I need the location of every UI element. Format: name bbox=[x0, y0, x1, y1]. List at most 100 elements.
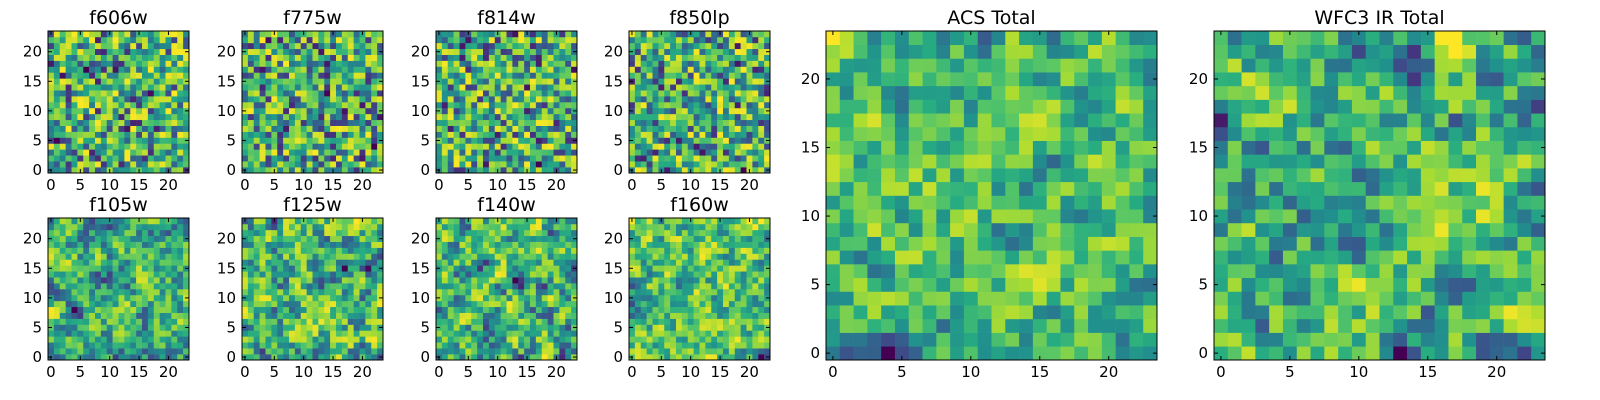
heatmap-cell bbox=[259, 277, 266, 284]
heatmap-cell bbox=[318, 167, 325, 174]
heatmap-cell bbox=[500, 36, 507, 44]
heatmap-cell bbox=[559, 324, 566, 331]
heatmap-cell bbox=[664, 167, 671, 174]
heatmap-cell bbox=[359, 223, 366, 231]
heatmap-cell bbox=[371, 96, 378, 103]
heatmap-cell bbox=[711, 113, 718, 121]
heatmap-cell bbox=[365, 324, 372, 331]
heatmap-cell bbox=[371, 54, 378, 61]
heatmap-cell bbox=[705, 131, 712, 138]
heatmap-cell bbox=[341, 318, 349, 325]
heatmap-cell bbox=[676, 354, 683, 361]
heatmap-cell bbox=[908, 318, 923, 333]
heatmap-cell bbox=[500, 247, 507, 254]
heatmap-cell bbox=[553, 235, 560, 242]
heatmap-cell bbox=[312, 143, 319, 150]
heatmap-cell bbox=[693, 161, 700, 168]
heatmap-cell bbox=[124, 324, 131, 331]
heatmap-cell bbox=[465, 289, 472, 296]
heatmap-cell bbox=[48, 342, 55, 349]
heatmap-cell bbox=[48, 113, 55, 121]
heatmap-cell bbox=[524, 90, 531, 97]
heatmap-cell bbox=[100, 253, 108, 260]
heatmap-cell bbox=[764, 300, 771, 308]
heatmap-cell bbox=[336, 72, 343, 79]
heatmap-cell bbox=[477, 60, 484, 67]
heatmap-cell bbox=[565, 31, 572, 38]
heatmap-cell bbox=[53, 348, 61, 355]
heatmap-cell bbox=[118, 330, 125, 337]
heatmap-cell bbox=[758, 300, 765, 308]
heatmap-cell bbox=[306, 336, 313, 343]
heatmap-cell bbox=[711, 119, 718, 126]
heatmap-cell bbox=[1032, 318, 1047, 333]
heatmap-cell bbox=[300, 78, 307, 85]
heatmap-cell bbox=[530, 72, 537, 79]
heatmap-cell bbox=[142, 131, 149, 138]
heatmap-cell bbox=[365, 102, 372, 109]
heatmap-cell bbox=[59, 289, 66, 296]
heatmap-cell bbox=[294, 137, 302, 144]
heatmap-cell bbox=[441, 259, 449, 266]
heatmap-cell bbox=[699, 66, 706, 73]
heatmap-cell bbox=[336, 149, 343, 156]
heatmap-cell bbox=[59, 271, 66, 278]
heatmap-cell bbox=[136, 277, 143, 284]
heatmap-cell bbox=[1046, 305, 1061, 320]
heatmap-cell bbox=[494, 318, 501, 325]
heatmap-cell bbox=[277, 312, 284, 319]
heatmap-cell bbox=[441, 84, 449, 91]
heatmap-cell bbox=[312, 294, 319, 302]
heatmap-cell bbox=[640, 318, 647, 325]
heatmap-cell bbox=[436, 36, 443, 44]
heatmap-cell bbox=[571, 60, 578, 67]
heatmap-cell bbox=[159, 155, 166, 162]
heatmap-cell bbox=[253, 229, 260, 237]
heatmap-cell bbox=[65, 72, 72, 79]
heatmap-cell bbox=[541, 119, 548, 126]
heatmap-cell bbox=[306, 149, 313, 156]
heatmap-cell bbox=[136, 306, 143, 313]
heatmap-cell bbox=[894, 318, 910, 333]
heatmap-cell bbox=[95, 125, 102, 132]
heatmap-cell bbox=[711, 229, 718, 237]
heatmap-cell bbox=[483, 324, 490, 331]
heatmap-cell bbox=[447, 235, 454, 242]
heatmap-cell bbox=[306, 54, 313, 61]
heatmap-cell bbox=[758, 119, 765, 126]
heatmap-cell bbox=[83, 229, 90, 237]
heatmap-cell bbox=[530, 229, 537, 237]
heatmap-cell bbox=[242, 348, 249, 355]
heatmap-cell bbox=[518, 235, 525, 242]
heatmap-cell bbox=[183, 161, 190, 168]
heatmap-cell bbox=[681, 143, 689, 150]
heatmap-cell bbox=[530, 36, 537, 44]
heatmap-cell bbox=[71, 271, 78, 278]
heatmap-cell bbox=[183, 259, 190, 266]
heatmap-cell bbox=[752, 36, 759, 44]
heatmap-cell bbox=[524, 149, 531, 156]
heatmap-cell bbox=[253, 131, 260, 138]
heatmap-cell bbox=[681, 294, 689, 302]
heatmap-cell bbox=[441, 265, 449, 272]
heatmap-cell bbox=[465, 42, 472, 50]
y-tick-label: 0 bbox=[32, 161, 42, 179]
heatmap-cell bbox=[48, 131, 55, 138]
heatmap-cell bbox=[242, 119, 249, 126]
heatmap-cell bbox=[136, 336, 143, 343]
heatmap-cell bbox=[752, 119, 759, 126]
heatmap-cell bbox=[453, 66, 460, 73]
heatmap-cell bbox=[306, 348, 313, 355]
y-tick-label: 10 bbox=[23, 289, 42, 307]
heatmap-cell bbox=[359, 78, 366, 85]
heatmap-cell bbox=[740, 72, 747, 79]
heatmap-cell bbox=[294, 72, 302, 79]
heatmap-cell bbox=[646, 131, 653, 138]
heatmap-cell bbox=[336, 143, 343, 150]
heatmap-cell bbox=[377, 289, 384, 296]
heatmap-cell bbox=[512, 131, 519, 138]
heatmap-cell bbox=[336, 348, 343, 355]
heatmap-cell bbox=[553, 277, 560, 284]
heatmap-cell bbox=[77, 324, 84, 331]
heatmap-cell bbox=[664, 72, 671, 79]
